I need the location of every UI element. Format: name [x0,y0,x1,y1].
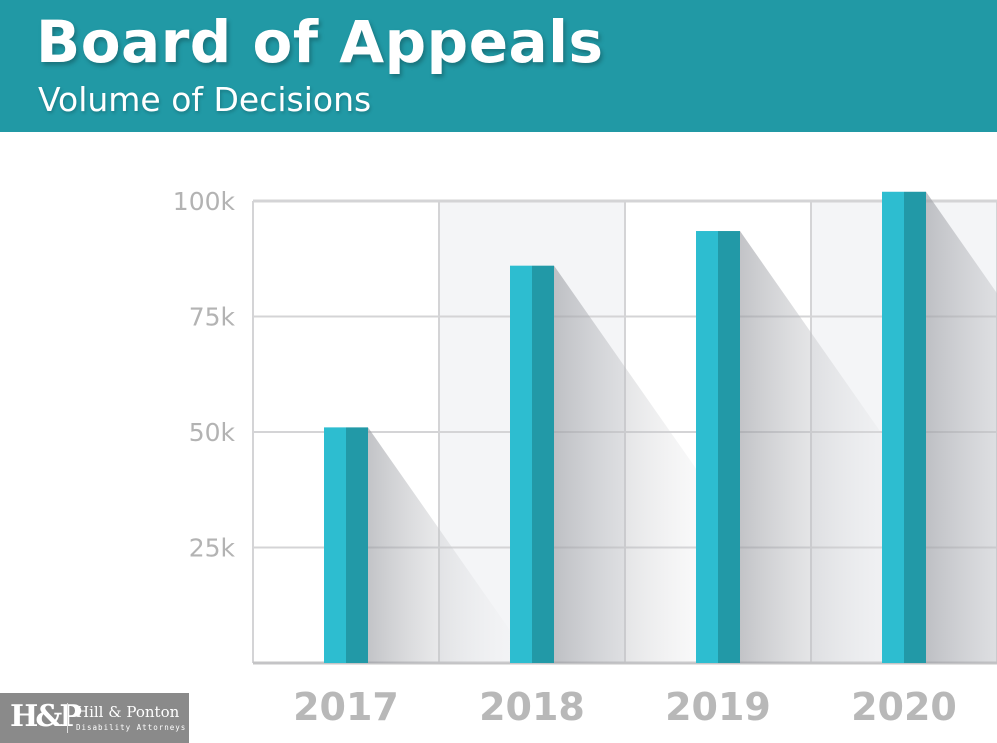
x-tick-label: 2020 [851,685,957,729]
logo-tagline: Disability Attorneys [76,723,187,732]
y-tick-label: 75k [189,303,236,332]
bar-2017-front [324,427,346,663]
header-banner: Board of Appeals Volume of Decisions [0,0,997,132]
bar-2020-side [904,191,926,663]
y-tick-label: 25k [189,534,236,563]
y-tick-label: 50k [189,418,236,447]
x-tick-label: 2018 [479,685,585,729]
bar-2019-front [696,231,718,663]
bar-2018-side [532,265,554,663]
logo-name: Hill & Ponton [76,703,180,721]
logo-mark: H&P [10,699,82,734]
bar-shadow [926,191,997,663]
page-subtitle: Volume of Decisions [38,80,372,119]
bar-2019-side [718,231,740,663]
bar-shadow [368,427,550,687]
x-tick-label: 2017 [293,685,399,729]
x-tick-label: 2019 [665,685,771,729]
page-title: Board of Appeals [36,8,604,76]
logo-divider [67,703,68,733]
y-tick-label: 100k [173,187,236,216]
bar-2017-side [346,427,368,663]
company-logo: H&P Hill & Ponton Disability Attorneys [0,693,189,743]
bar-2020-front [882,191,904,663]
bar-2018-front [510,265,532,663]
